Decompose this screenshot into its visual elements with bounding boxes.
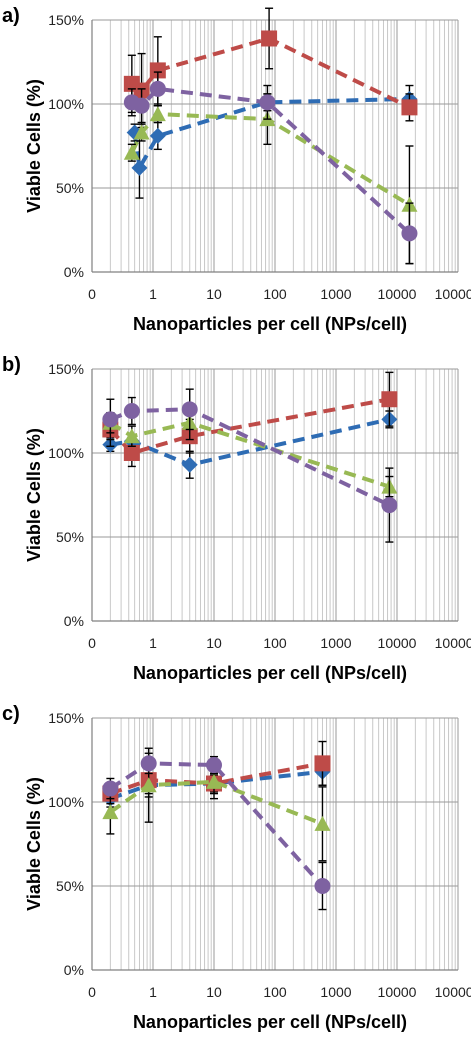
series-line [109,420,390,489]
x-axis-title: Nanoparticles per cell (NPs/cell) [133,663,407,683]
marker-triangle [149,106,166,122]
marker-triangle [102,804,119,820]
panel-label: a) [2,5,20,27]
series-line [109,761,324,888]
series-line [109,779,324,826]
marker-circle [206,757,222,774]
series-circle [102,388,398,543]
marker-triangle [206,773,222,789]
x-tick-label: 10 [206,635,222,651]
chart-panel-c: 0% 50% 100% 150% 0 1 10 100 1000 10000 100000 Viabl… [0,698,471,1047]
x-tick-label: 100 [263,984,287,1000]
x-tick-label: 0 [88,635,96,651]
chart-svg: 0% 50% 100% 150% 0 1 10 100 1000 10000 100000 Viabl… [2,703,471,1032]
x-axis-title: Nanoparticles per cell (NPs/cell) [133,1012,407,1032]
y-tick-label: 150% [48,361,84,377]
marker-triangle [140,777,157,793]
marker-triangle [123,144,140,160]
x-tick-label: 1000 [320,635,351,651]
series-line [109,407,391,507]
y-tick-label: 50% [56,180,84,196]
marker-circle [102,780,119,797]
x-tick-label: 1000 [320,286,351,302]
grid [91,368,459,622]
marker-square [261,30,278,47]
series-circle [123,71,418,265]
x-tick-label: 1000 [320,984,351,1000]
marker-square [149,62,166,79]
marker-square [381,391,398,408]
marker-diamond [131,159,148,176]
y-tick-label: 100% [48,794,84,810]
series-line [130,112,411,207]
marker-circle [259,94,276,111]
y-axis-title: Viable Cells (%) [24,428,44,562]
x-tick-label: 0 [88,984,96,1000]
x-axis-title: Nanoparticles per cell (NPs/cell) [133,314,407,334]
marker-circle [314,878,331,894]
x-tick-label: 1 [149,635,157,651]
marker-square [401,99,418,116]
series-line [109,769,323,801]
series-circle [102,752,331,911]
marker-diamond [181,456,198,473]
panel-label: c) [2,703,20,725]
x-tick-label: 100000 [435,635,471,651]
y-tick-label: 50% [56,529,84,545]
y-tick-label: 0% [64,962,84,978]
series-line [108,397,390,456]
marker-circle [123,403,140,419]
chart-panel-b: 0% 50% 100% 150% 0 1 10 100 1000 10000 100000 Viabl… [0,349,471,698]
y-tick-label: 150% [48,12,84,28]
x-tick-label: 100 [263,286,287,302]
y-axis-title: Viable Cells (%) [24,777,44,911]
y-tick-label: 0% [64,264,84,280]
series-line [109,761,323,796]
y-tick-label: 0% [64,613,84,629]
marker-circle [140,755,157,772]
x-tick-label: 10000 [378,286,417,302]
x-tick-label: 100000 [435,286,471,302]
chart-svg: 0% 50% 100% 150% 0 1 10 100 1000 10000 100000 Viabl… [2,354,471,683]
marker-square [314,755,331,772]
grid [91,19,459,273]
y-axis-title: Viable Cells (%) [24,79,44,213]
marker-square [123,445,140,461]
x-tick-label: 1 [149,286,157,302]
series-line [110,417,390,467]
y-tick-label: 150% [48,710,84,726]
marker-triangle [314,815,331,831]
marker-diamond [149,127,166,144]
x-tick-label: 0 [88,286,96,302]
x-tick-label: 1 [149,984,157,1000]
y-tick-label: 50% [56,878,84,894]
y-tick-label: 100% [48,445,84,461]
x-tick-label: 100000 [435,984,471,1000]
x-tick-label: 10 [206,984,222,1000]
marker-circle [181,401,198,418]
marker-circle [102,411,119,428]
marker-circle [401,225,418,242]
x-tick-label: 100 [263,635,287,651]
chart-svg: 0% 50% 100% 150% 0 1 10 100 1000 10000 100000 Viabl… [2,5,471,334]
x-tick-label: 10000 [378,984,417,1000]
marker-triangle [123,428,140,444]
x-tick-label: 10000 [378,635,417,651]
marker-triangle [133,124,150,140]
x-tick-label: 10 [206,286,222,302]
marker-circle [381,497,398,514]
series-square [123,7,418,129]
panel-label: b) [2,354,21,376]
chart-panel-a: 0% 50% 100% 150% 0 1 10 100 1000 10000 100000 Viabl… [0,0,471,349]
marker-circle [133,97,150,114]
y-tick-label: 100% [48,96,84,112]
marker-circle [149,80,166,97]
